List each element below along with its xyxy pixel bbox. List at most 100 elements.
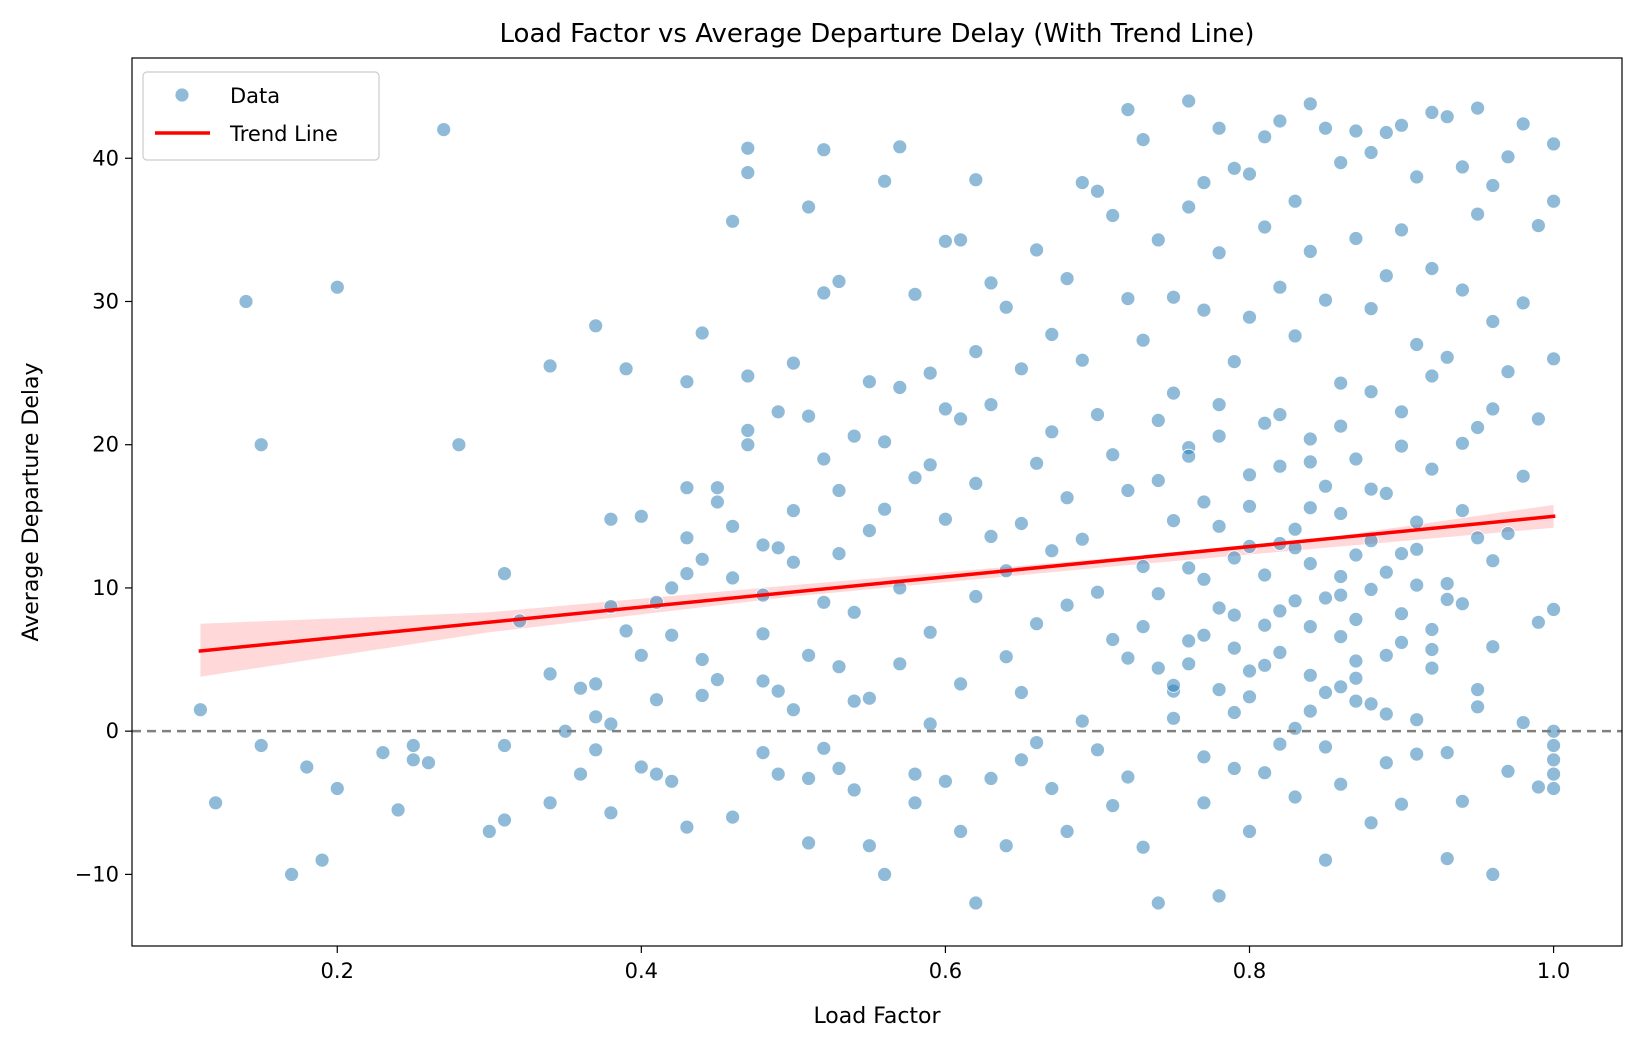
data-point (1531, 779, 1546, 795)
data-point (633, 759, 649, 775)
data-point (725, 518, 740, 534)
data-point (1455, 596, 1470, 612)
data-point (618, 361, 634, 377)
data-point (1135, 559, 1151, 574)
data-point (1044, 543, 1060, 559)
data-point (1500, 149, 1516, 165)
data-point (1348, 670, 1364, 686)
data-point (862, 838, 877, 854)
data-point (1318, 478, 1333, 494)
data-point (1485, 401, 1501, 417)
data-point (1363, 582, 1379, 597)
data-point (922, 365, 938, 381)
data-point (1394, 404, 1409, 420)
data-point (1166, 710, 1181, 726)
data-point (1409, 541, 1425, 557)
data-point (1302, 454, 1318, 470)
data-point (1470, 206, 1485, 222)
data-point (1014, 516, 1029, 531)
data-point (1348, 693, 1364, 709)
data-point (588, 676, 604, 692)
data-point (1409, 577, 1425, 593)
data-point (1424, 105, 1440, 120)
data-point (755, 537, 771, 553)
data-point (1470, 530, 1485, 546)
data-point (1485, 553, 1501, 569)
data-point (1090, 183, 1105, 199)
data-point (968, 344, 984, 360)
data-point (1196, 175, 1212, 191)
data-point (1302, 96, 1318, 112)
data-point (1485, 867, 1501, 882)
data-point (1287, 328, 1303, 344)
data-point (1515, 715, 1531, 730)
data-point (938, 511, 953, 527)
data-point (1257, 765, 1273, 781)
data-point (603, 716, 619, 732)
data-point (1196, 494, 1212, 510)
data-point (1409, 712, 1425, 728)
data-point (710, 480, 725, 496)
data-point (1135, 132, 1151, 148)
data-point (1409, 746, 1425, 762)
data-point (1181, 656, 1197, 672)
data-point (1105, 798, 1121, 813)
data-point (725, 570, 740, 586)
data-point (1074, 531, 1090, 547)
data-point (1485, 314, 1501, 329)
data-point (1196, 302, 1212, 318)
data-point (1120, 650, 1136, 666)
data-point (968, 589, 984, 604)
data-point (192, 702, 208, 718)
data-point (1348, 653, 1364, 669)
legend-marker-data (174, 87, 190, 103)
data-point (862, 374, 877, 390)
data-point (694, 688, 710, 703)
data-point (588, 318, 604, 334)
data-point (816, 594, 832, 610)
data-point (1074, 352, 1090, 368)
data-point (907, 286, 923, 302)
data-point (1196, 795, 1212, 811)
data-point (877, 867, 892, 882)
data-point (649, 766, 664, 782)
data-point (1515, 295, 1531, 311)
data-point (1531, 218, 1546, 234)
data-point (1211, 518, 1227, 534)
data-point (1287, 789, 1303, 805)
data-point (1546, 766, 1561, 782)
data-point (1500, 763, 1516, 779)
data-point (1242, 689, 1257, 705)
data-point (786, 503, 801, 519)
data-point (1135, 839, 1151, 855)
data-point (314, 852, 330, 868)
data-point (1394, 438, 1409, 454)
data-point (253, 738, 269, 753)
data-point (1531, 614, 1546, 630)
data-point (1150, 660, 1166, 676)
data-point (1287, 521, 1303, 537)
data-point (1181, 448, 1197, 464)
data-point (1302, 243, 1318, 259)
data-point (1302, 667, 1318, 683)
data-point (1363, 815, 1379, 831)
data-point (846, 428, 862, 444)
data-point (1318, 120, 1333, 136)
data-point (1439, 745, 1455, 760)
data-point (725, 809, 740, 825)
data-point (740, 368, 756, 384)
data-point (1226, 705, 1242, 720)
data-point (1333, 776, 1349, 792)
legend-label-data: Data (230, 84, 280, 108)
data-point (1029, 242, 1044, 258)
data-point (892, 656, 908, 672)
data-point (1394, 222, 1409, 238)
data-point (1059, 490, 1075, 506)
data-point (1455, 159, 1470, 175)
data-point (770, 766, 786, 782)
data-point (1242, 166, 1257, 182)
data-point (390, 802, 406, 818)
data-point (1014, 752, 1029, 768)
data-point (1211, 428, 1227, 444)
data-point (1470, 100, 1485, 116)
